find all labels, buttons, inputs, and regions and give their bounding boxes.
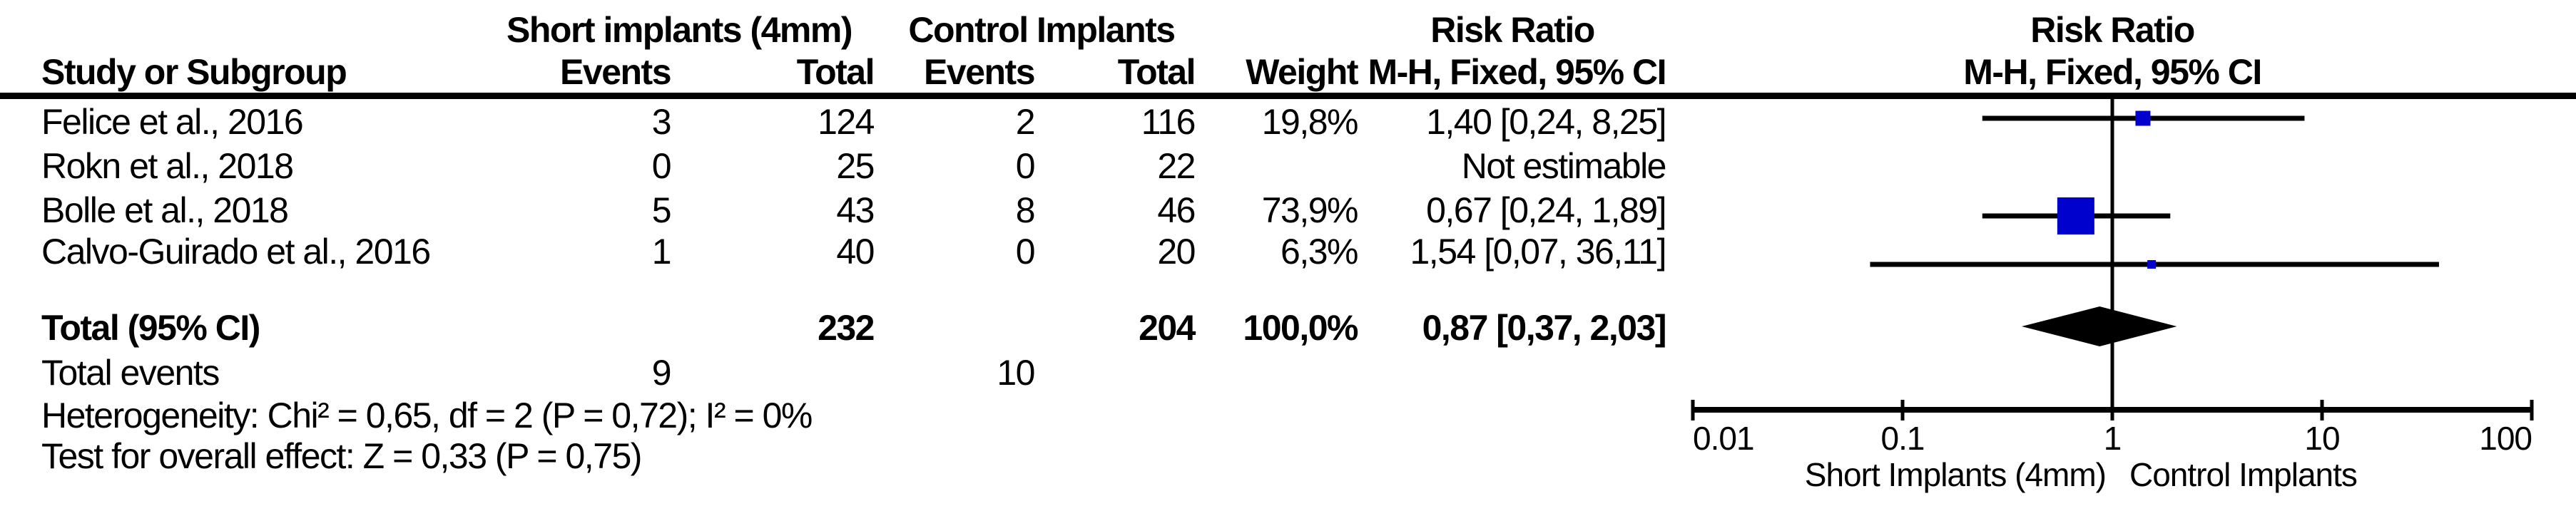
column-header-total-short: Total xyxy=(796,52,875,92)
events-control-value: 0 xyxy=(1015,146,1036,186)
group-header-risk-ratio: Risk Ratio xyxy=(1430,10,1595,50)
events-short-value: 3 xyxy=(651,102,672,142)
heterogeneity-stats: Heterogeneity: Chi² = 0,65, df = 2 (P = … xyxy=(41,396,813,435)
effect-square xyxy=(2057,197,2094,234)
total-control-value: 22 xyxy=(1157,146,1196,186)
effect-square xyxy=(2147,260,2157,269)
risk-ratio-ci-value: 0,67 [0,24, 1,89] xyxy=(1426,190,1666,230)
total-events-control: 10 xyxy=(997,353,1035,393)
x-axis-tick xyxy=(1691,400,1695,420)
weight-value: 6,3% xyxy=(1281,232,1358,272)
study-name: Rokn et al., 2018 xyxy=(41,146,294,186)
total-short-value: 25 xyxy=(836,146,875,186)
axis-tick-label-10: 10 xyxy=(2304,420,2340,457)
column-header-weight: Weight xyxy=(1246,52,1358,92)
axis-tick-label-0.01: 0.01 xyxy=(1693,420,1755,457)
risk-ratio-ci-value: 1,40 [0,24, 8,25] xyxy=(1426,102,1666,142)
total-control-value: 20 xyxy=(1157,232,1196,272)
weight-value: 19,8% xyxy=(1261,102,1359,142)
total-weight: 100,0% xyxy=(1243,308,1358,348)
study-name: Bolle et al., 2018 xyxy=(41,190,289,230)
total-short-sum: 232 xyxy=(818,308,875,348)
risk-ratio-ci-value: Not estimable xyxy=(1461,146,1667,186)
study-name: Calvo-Guirado et al., 2016 xyxy=(41,232,431,272)
events-control-value: 8 xyxy=(1015,190,1036,230)
effect-square xyxy=(2135,110,2151,126)
column-header-mh-ci: M-H, Fixed, 95% CI xyxy=(1368,52,1666,92)
weight-value: 73,9% xyxy=(1261,190,1359,230)
group-header-control-implants: Control Implants xyxy=(908,10,1176,50)
axis-caption-favours-short: Short Implants (4mm) xyxy=(1804,456,2107,493)
plot-header-risk-ratio: Risk Ratio xyxy=(2030,10,2195,50)
x-axis-tick xyxy=(2530,400,2534,420)
header-rule xyxy=(0,93,2576,99)
group-header-short-implants: Short implants (4mm) xyxy=(506,10,852,50)
column-header-total-control: Total xyxy=(1117,52,1196,92)
column-header-events-short: Events xyxy=(560,52,671,92)
x-axis-tick xyxy=(2110,400,2114,420)
total-risk-ratio-ci: 0,87 [0,37, 2,03] xyxy=(1422,308,1667,348)
total-label: Total (95% CI) xyxy=(41,308,260,348)
total-short-value: 43 xyxy=(836,190,875,230)
axis-tick-label-0.1: 0.1 xyxy=(1880,420,1925,457)
risk-ratio-ci-value: 1,54 [0,07, 36,11] xyxy=(1410,232,1667,272)
study-name: Felice et al., 2016 xyxy=(41,102,304,142)
total-diamond xyxy=(2022,306,2177,346)
events-short-value: 1 xyxy=(651,232,672,272)
column-header-events-control: Events xyxy=(924,52,1035,92)
axis-caption-favours-control: Control Implants xyxy=(2129,456,2358,493)
overall-effect-test: Test for overall effect: Z = 0,33 (P = 0… xyxy=(41,436,642,476)
events-control-value: 0 xyxy=(1015,232,1036,272)
total-short-value: 124 xyxy=(818,102,875,142)
x-axis-tick xyxy=(2320,400,2324,420)
null-effect-line xyxy=(2110,99,2114,419)
events-short-value: 0 xyxy=(651,146,672,186)
axis-tick-label-100: 100 xyxy=(2479,420,2532,457)
column-header-study: Study or Subgroup xyxy=(41,52,347,92)
total-short-value: 40 xyxy=(836,232,875,272)
plot-header-mh-ci: M-H, Fixed, 95% CI xyxy=(1963,52,2262,92)
total-events-short: 9 xyxy=(651,353,672,393)
total-control-value: 46 xyxy=(1157,190,1196,230)
total-events-label: Total events xyxy=(41,353,220,393)
x-axis-tick xyxy=(1900,400,1905,420)
events-short-value: 5 xyxy=(651,190,672,230)
events-control-value: 2 xyxy=(1015,102,1036,142)
total-control-sum: 204 xyxy=(1139,308,1196,348)
total-control-value: 116 xyxy=(1141,102,1196,142)
axis-tick-label-1: 1 xyxy=(2103,420,2122,457)
